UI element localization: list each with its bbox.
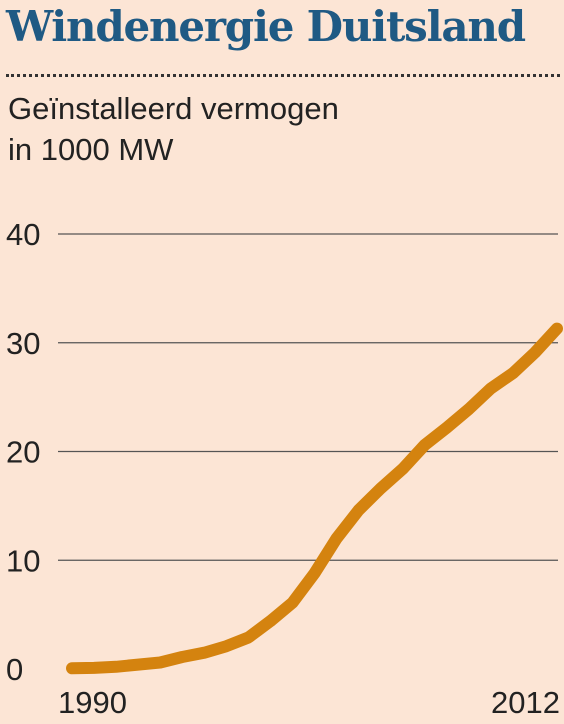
data-point	[203, 652, 205, 654]
y-tick-label: 10	[6, 543, 40, 578]
y-tick-label: 0	[6, 652, 23, 687]
chart-subtitle: Geïnstalleerd vermogen in 1000 MW	[8, 88, 339, 170]
subtitle-line-1: Geïnstalleerd vermogen	[8, 91, 339, 126]
data-point	[380, 488, 382, 490]
data-point	[556, 328, 558, 330]
data-point	[336, 538, 338, 540]
data-point	[115, 666, 117, 668]
data-point	[93, 667, 95, 669]
data-point	[292, 602, 294, 604]
x-tick-label-end: 2012	[491, 685, 560, 720]
data-point	[468, 408, 470, 410]
data-point	[358, 509, 360, 511]
data-point	[534, 352, 536, 354]
data-point	[314, 572, 316, 574]
data-point	[247, 637, 249, 639]
data-point	[424, 444, 426, 446]
data-point	[402, 468, 404, 470]
data-point	[159, 662, 161, 664]
data-point	[512, 372, 514, 374]
data-point	[71, 667, 73, 669]
x-tick-label-start: 1990	[58, 685, 127, 720]
y-tick-label: 20	[6, 435, 40, 470]
title-divider	[6, 74, 560, 77]
data-point	[490, 387, 492, 389]
data-point	[137, 664, 139, 666]
data-point	[269, 620, 271, 622]
data-point	[225, 645, 227, 647]
subtitle-line-2: in 1000 MW	[8, 132, 174, 167]
data-point	[446, 427, 448, 429]
series-line	[66, 322, 563, 675]
chart-title: Windenergie Duitsland	[6, 2, 526, 51]
y-tick-label: 40	[6, 217, 40, 252]
data-point	[181, 656, 183, 658]
y-tick-label: 30	[6, 326, 40, 361]
